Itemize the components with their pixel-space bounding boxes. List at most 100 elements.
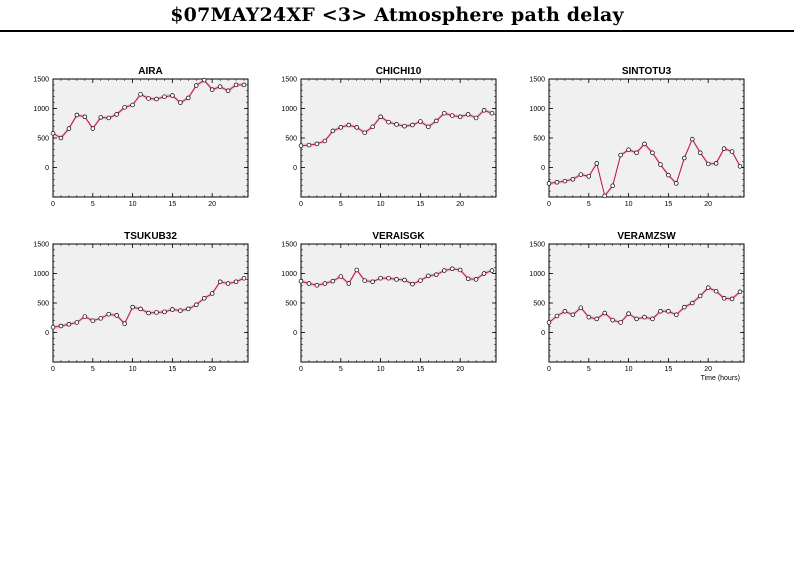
data-point [402,123,407,129]
y-tick-label: 1000 [529,271,545,278]
data-point [154,310,159,315]
data-point [442,110,447,116]
x-tick-label: 15 [664,201,672,208]
data-point [602,193,607,199]
x-tick-label: 5 [91,201,95,208]
data-point [82,114,88,120]
data-point [626,311,631,316]
data-point [721,146,727,151]
data-point [690,136,695,142]
data-point [737,164,743,169]
x-tick-label: 15 [664,366,672,373]
data-point [705,161,711,167]
y-tick-label: 1500 [281,242,297,249]
data-point [457,267,463,273]
data-point [338,274,344,279]
data-point [162,309,167,315]
data-point [241,275,247,281]
data-point [50,131,56,136]
data-point [186,306,191,312]
x-tick-label: 10 [129,201,137,208]
data-point [82,314,88,319]
y-tick-label: 500 [285,136,297,143]
data-point [330,278,336,284]
data-point [394,277,399,282]
data-point [298,278,304,284]
data-point [322,138,328,144]
data-point [241,82,247,88]
data-point [130,102,135,108]
data-point [306,281,312,286]
data-point [618,320,623,325]
y-tick-label: 1500 [529,77,545,84]
x-tick-label: 0 [51,366,55,373]
data-point [594,316,600,322]
chart-title: VERAMZSW [617,231,676,242]
data-point [170,93,175,98]
chart-panel: SINTOTU3 0 500 1000 1500 0 5 10 15 20 [529,66,745,208]
data-point [562,309,568,314]
data-point [650,316,655,322]
data-point [225,281,231,286]
data-point [634,316,639,322]
data-point [130,304,135,310]
data-point [298,143,304,148]
data-point [449,113,455,118]
data-point [386,119,391,125]
x-tick-label: 20 [704,366,712,373]
chart-title: AIRA [138,66,162,77]
x-tick-label: 15 [168,201,176,208]
data-point [201,296,207,301]
data-point [201,77,207,83]
data-point [634,150,639,156]
x-tick-label: 5 [587,201,591,208]
y-tick-label: 0 [293,330,297,337]
data-point [322,281,328,286]
data-point [217,279,223,285]
plot-area [300,78,497,198]
data-point [378,114,383,120]
data-point [473,277,479,282]
y-tick-label: 0 [541,330,545,337]
data-point [554,313,560,319]
data-point [666,172,671,178]
data-point [338,125,344,130]
data-point [194,302,199,308]
data-point [578,305,584,310]
data-point [666,309,671,314]
chart-panel: AIRA 0 500 1000 1500 0 5 10 15 20 [33,66,249,208]
data-point [114,313,119,318]
data-point [370,124,375,130]
data-point [410,122,415,128]
data-point [562,178,568,184]
x-tick-label: 5 [339,366,343,373]
x-tick-label: 10 [377,366,385,373]
data-point [473,115,479,121]
y-tick-label: 0 [541,165,545,172]
y-tick-label: 1000 [281,271,297,278]
data-point [489,268,495,273]
y-tick-label: 500 [285,301,297,308]
data-point [402,277,407,283]
data-point [434,272,439,277]
data-point [354,267,359,273]
data-point [186,95,191,101]
data-point [74,320,80,325]
x-tick-label: 0 [547,201,551,208]
y-tick-label: 1000 [33,106,49,113]
y-tick-label: 0 [293,165,297,172]
chart-title: CHICHI10 [376,66,422,77]
data-point [697,150,703,156]
x-tick-label: 15 [416,201,424,208]
data-point [74,112,80,118]
data-point [586,314,592,320]
data-point [233,279,239,285]
x-tick-label: 20 [704,201,712,208]
data-point [233,82,239,88]
plot-area [300,243,497,363]
data-point [554,180,560,185]
data-point [330,128,336,134]
x-tick-label: 0 [299,366,303,373]
y-tick-label: 1500 [33,77,49,84]
data-point [178,308,183,313]
